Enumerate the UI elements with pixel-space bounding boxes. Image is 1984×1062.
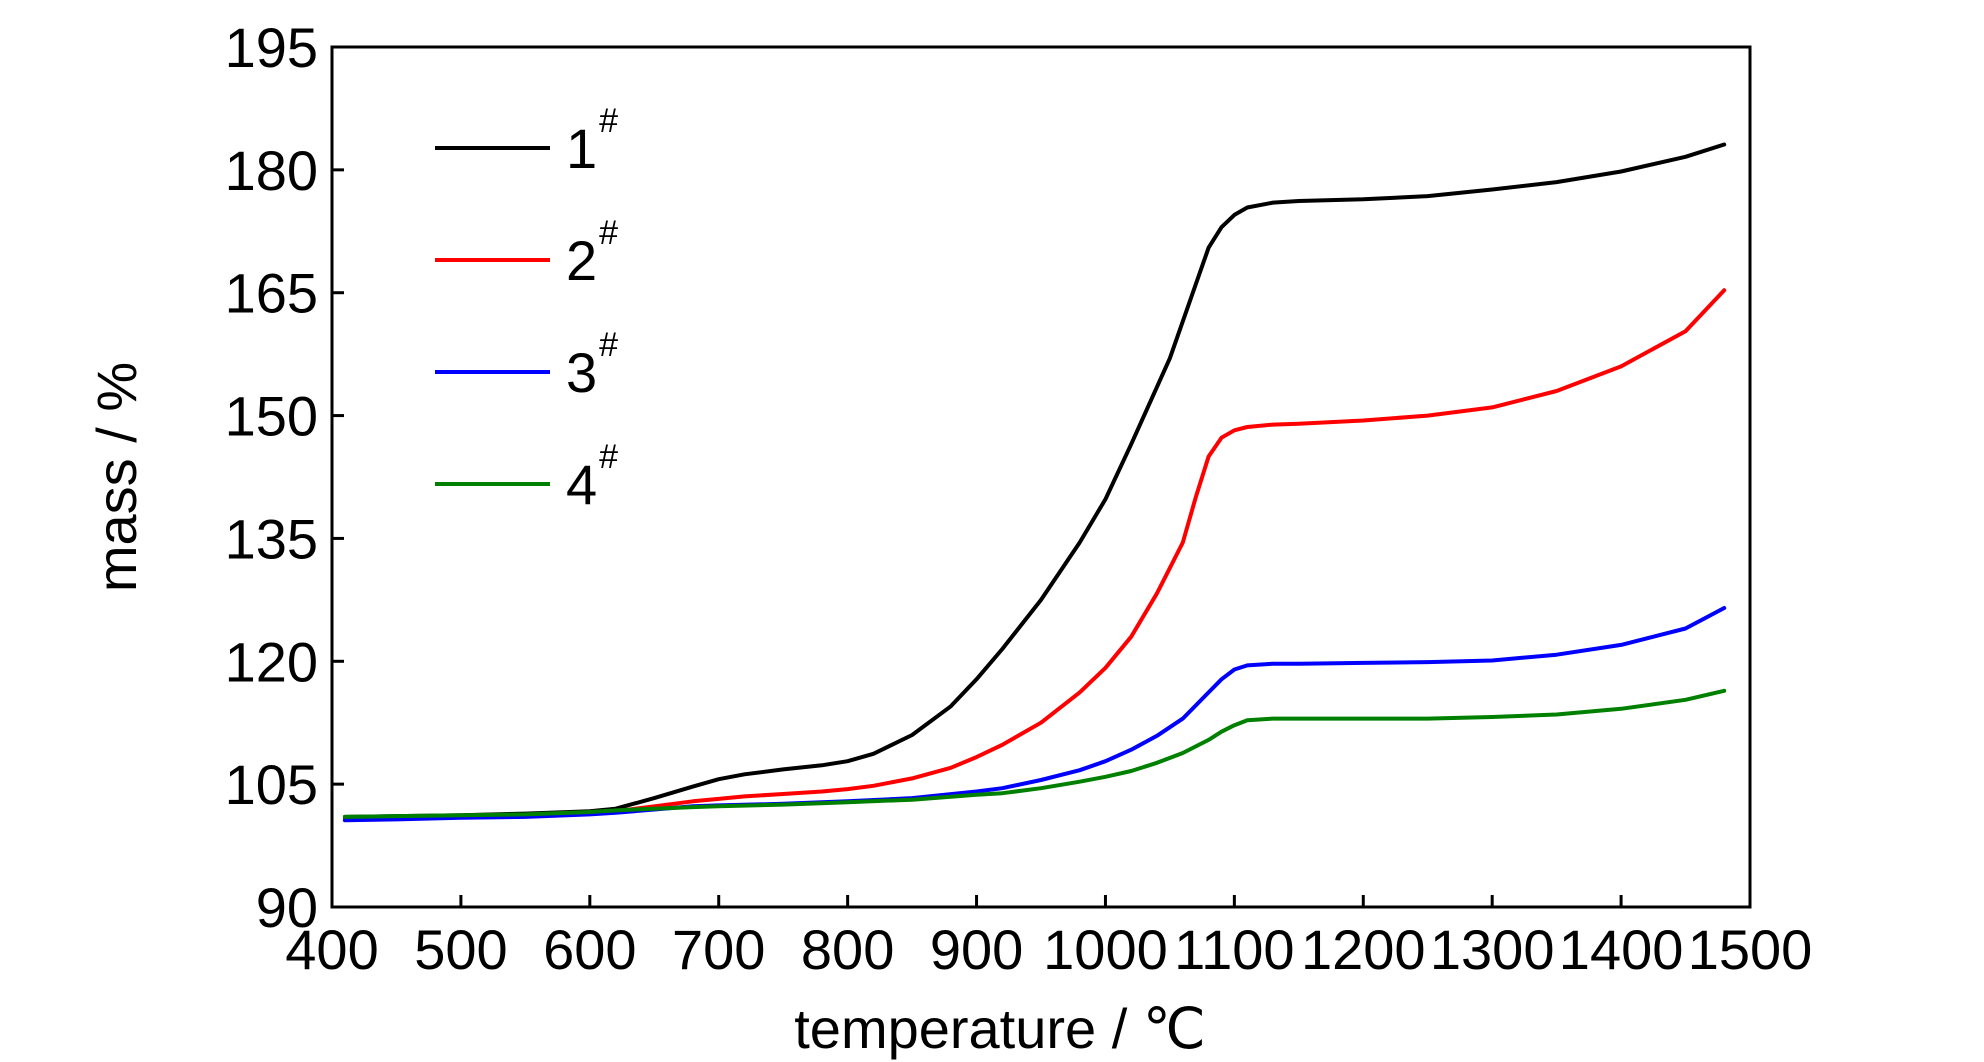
legend-label-superscript: # — [599, 214, 618, 252]
y-tick-label: 195 — [225, 16, 318, 79]
y-tick-label: 180 — [225, 139, 318, 202]
y-tick-label: 90 — [256, 876, 318, 939]
y-tick-label: 105 — [225, 753, 318, 816]
legend-item-2: 2# — [435, 214, 618, 292]
y-axis-title: mass / % — [85, 362, 148, 592]
legend-item-1: 1# — [435, 102, 618, 180]
y-axis-ticks: 90 105 120 135 150 165 180 195 — [225, 16, 344, 939]
x-tick-label: 1500 — [1688, 918, 1813, 981]
x-tick-label: 700 — [672, 918, 765, 981]
x-tick-label: 1200 — [1301, 918, 1426, 981]
x-tick-label: 600 — [543, 918, 636, 981]
x-tick-label: 400 — [285, 918, 378, 981]
x-tick-label: 1000 — [1043, 918, 1168, 981]
legend-label: 4# — [566, 438, 618, 516]
legend-item-4: 4# — [435, 438, 618, 516]
x-axis-title: temperature / ℃ — [794, 997, 1206, 1060]
x-tick-label: 800 — [801, 918, 894, 981]
x-tick-label: 900 — [930, 918, 1023, 981]
legend-item-3: 3# — [435, 326, 618, 404]
legend-label: 1# — [566, 102, 618, 180]
series-line-4 — [342, 688, 1727, 819]
x-tick-label: 1300 — [1430, 918, 1555, 981]
legend-label-text: 1 — [566, 117, 597, 180]
legend-label-text: 3 — [566, 341, 597, 404]
y-tick-label: 150 — [225, 385, 318, 448]
series-line-2 — [342, 288, 1727, 821]
y-tick-label: 135 — [225, 507, 318, 570]
x-tick-label: 1100 — [1174, 918, 1294, 981]
legend-label-text: 2 — [566, 229, 597, 292]
legend-label: 2# — [566, 214, 618, 292]
plot-layer — [342, 142, 1727, 823]
x-tick-label: 500 — [414, 918, 507, 981]
legend-label-superscript: # — [599, 326, 618, 364]
y-tick-label: 165 — [225, 262, 318, 325]
y-tick-label: 120 — [225, 630, 318, 693]
legend-label-superscript: # — [599, 438, 618, 476]
legend-label-text: 4 — [566, 453, 597, 516]
axes-layer: 400 500 600 700 800 900 1000 1100 1200 1300 1400 15… — [85, 16, 1812, 1060]
x-axis-ticks: 400 500 600 700 800 900 1000 1100 1200 1300 1400 15… — [285, 895, 1812, 981]
legend: 1#2#3#4# — [435, 102, 618, 516]
series-line-1 — [342, 142, 1727, 819]
plot-frame — [330, 45, 1752, 909]
x-tick-label: 1400 — [1559, 918, 1684, 981]
legend-label: 3# — [566, 326, 618, 404]
legend-label-superscript: # — [599, 102, 618, 140]
